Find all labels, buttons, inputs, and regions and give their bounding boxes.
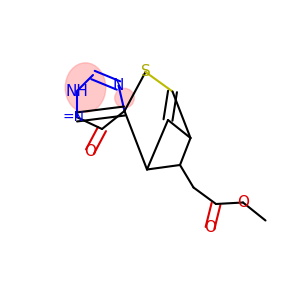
Text: =N: =N — [62, 110, 85, 124]
Text: O: O — [84, 144, 96, 159]
Text: NH: NH — [65, 84, 88, 99]
Ellipse shape — [115, 88, 134, 108]
Ellipse shape — [65, 63, 106, 112]
Text: O: O — [237, 195, 249, 210]
Text: N: N — [113, 78, 124, 93]
Text: O: O — [204, 220, 216, 236]
Text: S: S — [141, 64, 150, 80]
